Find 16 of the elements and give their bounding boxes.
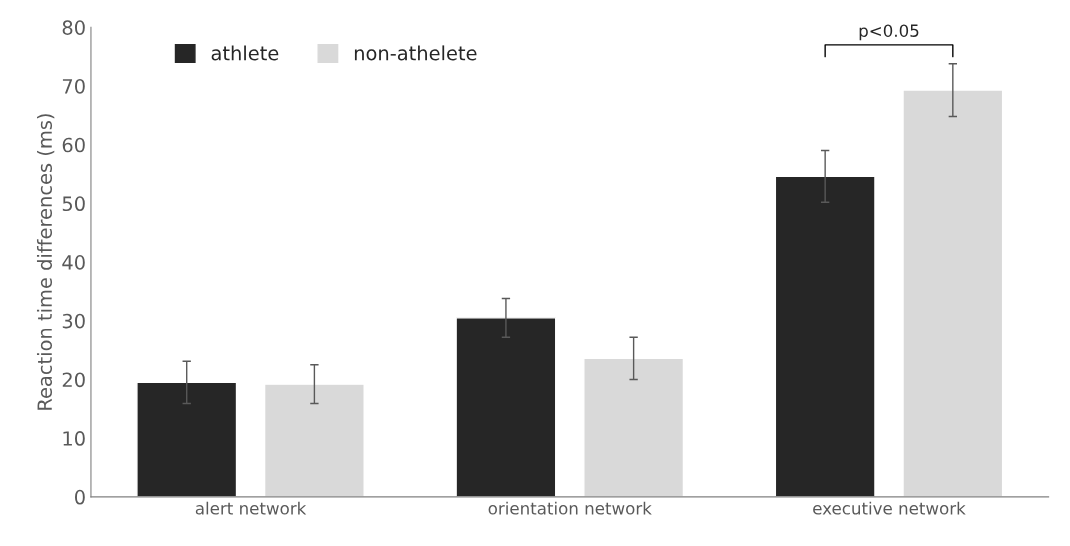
y-tick-label: 30 [62,313,85,329]
y-tick-label: 50 [62,196,85,212]
x-tick-label: alert network [195,501,307,515]
y-axis-title: Reaction time differences (ms) [36,114,55,410]
y-tick-label: 20 [62,372,85,388]
y-tick-label: 60 [62,137,85,153]
x-tick-label: executive network [813,501,966,515]
y-tick-label: 70 [62,78,85,94]
y-tick-label: 10 [63,431,85,446]
annotation: p<0.05 [859,24,919,41]
y-tick-label: 40 [62,255,85,270]
legend-label: non-athelete [354,45,477,61]
legend-label: athlete [211,45,279,61]
x-tick-label: orientation network [488,501,652,515]
y-tick-label: 80 [62,20,85,35]
y-tick-label: 0 [75,489,85,505]
